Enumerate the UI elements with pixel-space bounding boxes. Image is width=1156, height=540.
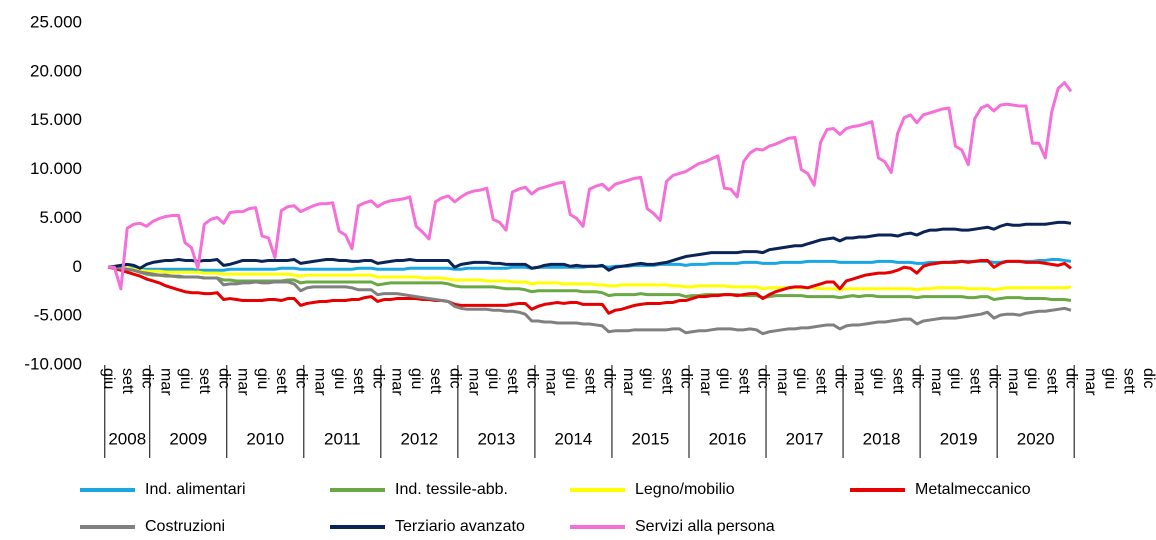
x-tick-label: dic <box>1063 368 1080 388</box>
group-label: 2010 <box>246 429 284 448</box>
legend-label: Servizi alla persona <box>635 518 775 535</box>
x-tick-label: giu <box>793 368 810 389</box>
x-tick-label: dic <box>369 368 386 388</box>
y-tick-label: 15.000 <box>30 110 82 129</box>
x-tick-label: mar <box>928 368 945 396</box>
x-tick-label: giu <box>177 368 194 389</box>
series-line <box>108 265 1072 302</box>
group-label: 2013 <box>477 429 515 448</box>
x-tick-label: giu <box>947 368 964 389</box>
x-tick-label: sett <box>350 368 367 394</box>
legend-label: Ind. tessile-abb. <box>395 481 508 498</box>
x-tick-label: sett <box>273 368 290 394</box>
legend-label: Metalmeccanico <box>915 481 1031 498</box>
x-tick-label: dic <box>986 368 1003 388</box>
x-tick-label: dic <box>215 368 232 388</box>
x-tick-label: giu <box>716 368 733 389</box>
series-line <box>108 81 1073 291</box>
x-tick-label: dic <box>678 368 695 388</box>
x-tick-label: giu <box>1024 368 1041 389</box>
x-tick-label: mar <box>774 368 791 396</box>
x-tick-label: giu <box>870 368 887 389</box>
group-label: 2019 <box>940 429 978 448</box>
x-tick-label: sett <box>889 368 906 394</box>
x-tick-label: dic <box>909 368 926 388</box>
x-tick-label: sett <box>581 368 598 394</box>
group-label: 2011 <box>324 429 361 448</box>
x-tick-label: sett <box>504 368 521 394</box>
series-line <box>108 265 1072 292</box>
x-tick-label: giu <box>331 368 348 389</box>
group-label: 2009 <box>169 429 207 448</box>
x-tick-label: sett <box>119 368 136 394</box>
group-label: 2018 <box>863 429 901 448</box>
x-tick-label: mar <box>312 368 329 396</box>
x-tick-label: giu <box>1101 368 1118 389</box>
y-tick-label: 0 <box>73 257 82 276</box>
x-tick-label: sett <box>966 368 983 394</box>
x-tick-label: dic <box>601 368 618 388</box>
y-tick-label: -5.000 <box>34 306 82 325</box>
x-tick-label: mar <box>389 368 406 396</box>
x-tick-label: mar <box>851 368 868 396</box>
y-tick-label: 10.000 <box>30 159 82 178</box>
x-tick-label: giu <box>639 368 656 389</box>
x-tick-label: sett <box>735 368 752 394</box>
legend-label: Ind. alimentari <box>145 481 246 498</box>
y-tick-label: -10.000 <box>24 354 82 373</box>
x-tick-label: mar <box>466 368 483 396</box>
x-tick-label: sett <box>196 368 213 394</box>
y-tick-label: 5.000 <box>39 208 82 227</box>
x-tick-label: mar <box>543 368 560 396</box>
y-tick-label: 25.000 <box>30 12 82 31</box>
x-tick-label: giu <box>254 368 271 389</box>
x-tick-label: giu <box>485 368 502 389</box>
group-label: 2008 <box>108 429 146 448</box>
x-tick-label: mar <box>697 368 714 396</box>
legend-label: Legno/mobilio <box>635 481 735 498</box>
group-label: 2020 <box>1017 429 1055 448</box>
x-tick-label: dic <box>1140 368 1156 388</box>
x-tick-label: giu <box>562 368 579 389</box>
x-tick-label: dic <box>292 368 309 388</box>
series-line <box>107 220 1072 272</box>
group-label: 2016 <box>709 429 747 448</box>
legend-label: Terziario avanzato <box>395 518 525 535</box>
x-tick-label: giu <box>408 368 425 389</box>
group-label: 2017 <box>786 429 824 448</box>
x-tick-label: giu <box>100 368 117 389</box>
x-tick-label: sett <box>812 368 829 394</box>
x-tick-label: mar <box>235 368 252 396</box>
y-tick-label: 20.000 <box>30 61 82 80</box>
x-tick-label: dic <box>755 368 772 388</box>
x-tick-label: sett <box>427 368 444 394</box>
x-tick-label: sett <box>1121 368 1138 394</box>
group-label: 2014 <box>555 429 593 448</box>
x-tick-label: mar <box>1082 368 1099 396</box>
group-label: 2015 <box>632 429 670 448</box>
x-tick-label: dic <box>523 368 540 388</box>
group-label: 2012 <box>400 429 438 448</box>
series-line <box>108 265 1072 336</box>
x-tick-label: sett <box>658 368 675 394</box>
x-tick-label: sett <box>1043 368 1060 394</box>
x-tick-label: dic <box>138 368 155 388</box>
x-tick-label: dic <box>832 368 849 388</box>
series-line <box>107 258 1072 315</box>
x-tick-label: dic <box>446 368 463 388</box>
x-tick-label: mar <box>158 368 175 396</box>
legend-label: Costruzioni <box>145 518 225 535</box>
x-tick-label: mar <box>1005 368 1022 396</box>
x-tick-label: mar <box>620 368 637 396</box>
